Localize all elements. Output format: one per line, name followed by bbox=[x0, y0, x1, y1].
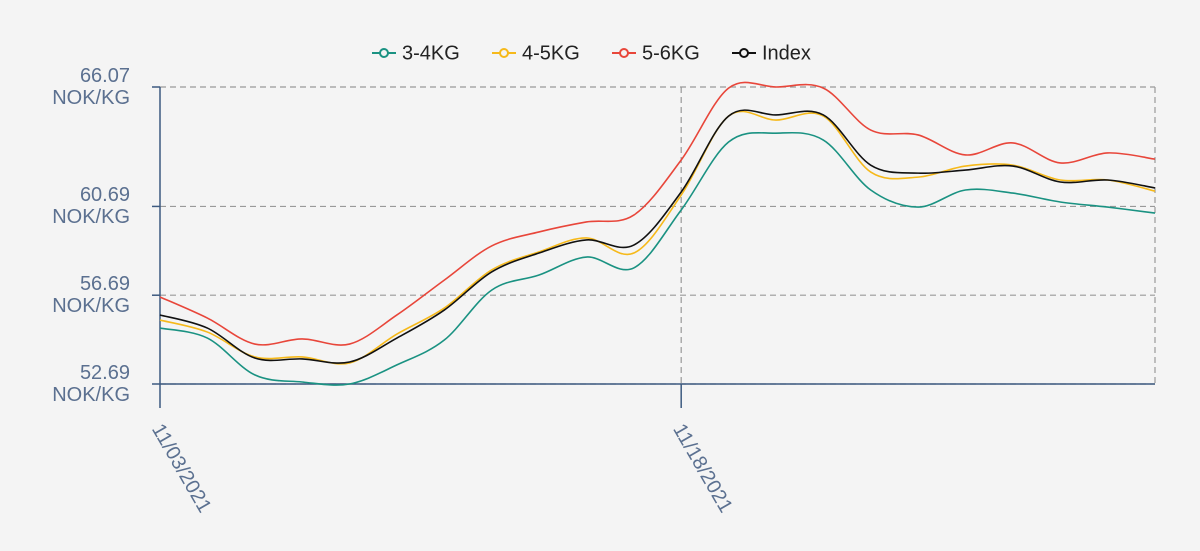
line-series bbox=[159, 110, 1156, 365]
legend: 3-4KG 4-5KG 5-6KG Index bbox=[372, 42, 811, 64]
legend-label: 5-6KG bbox=[642, 42, 700, 64]
legend-label: Index bbox=[762, 42, 811, 64]
legend-label: 3-4KG bbox=[402, 42, 460, 64]
y-tick-label: 66.07 NOK/KG bbox=[52, 65, 130, 109]
x-tick-label: 11/18/2021 bbox=[668, 420, 736, 516]
line-series bbox=[159, 109, 1156, 364]
line-series bbox=[159, 131, 1156, 386]
legend-marker bbox=[739, 48, 749, 58]
y-tick-label: 52.69 NOK/KG bbox=[52, 362, 130, 406]
legend-marker bbox=[619, 48, 629, 58]
y-tick-label: 60.69 NOK/KG bbox=[52, 184, 130, 229]
legend-marker bbox=[379, 48, 389, 58]
y-tick-label: 56.69 NOK/KG bbox=[52, 273, 130, 318]
legend-label: 4-5KG bbox=[522, 42, 580, 64]
line-series bbox=[159, 81, 1156, 346]
x-tick-label: 11/03/2021 bbox=[147, 420, 215, 516]
legend-marker bbox=[499, 48, 509, 58]
